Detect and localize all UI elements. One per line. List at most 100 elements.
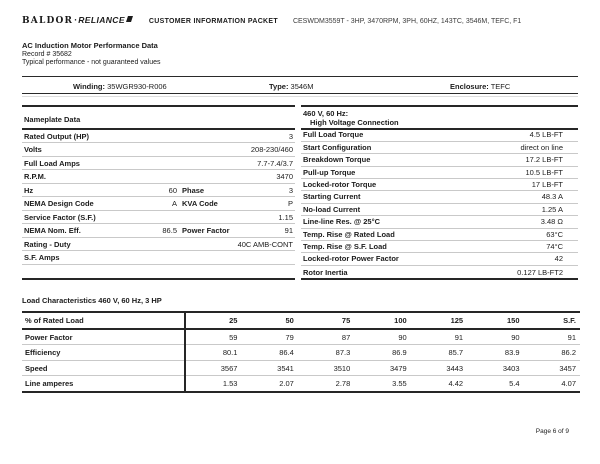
performance-note: Typical performance - not guaranteed val…: [22, 59, 161, 66]
table-row: Line-line Res. @ 25°C 3.48 Ω: [301, 216, 578, 229]
table-row: Efficiency 80.1 86.4 87.3 86.9 85.7 83.9…: [22, 344, 580, 361]
row-label: Full Load Amps: [24, 158, 80, 168]
table-row: Volts 208-230/460: [22, 143, 295, 157]
cell: 4.42: [448, 379, 464, 389]
cell: 90: [354, 328, 411, 346]
winding-label: Winding:: [73, 81, 106, 91]
row-label: Temp. Rise @ S.F. Load: [303, 241, 387, 251]
row-label-2: KVA Code: [182, 199, 218, 208]
nameplate-header: Nameplate Data: [22, 107, 295, 130]
table-row: Temp. Rise @ S.F. Load 74°C: [301, 241, 578, 254]
row-label: No-load Current: [303, 204, 361, 214]
row-label: Efficiency: [22, 344, 186, 361]
row-label: S.F. Amps: [24, 253, 60, 262]
type-label: Type:: [269, 81, 289, 91]
enclosure-field: Enclosure: TEFC: [450, 82, 510, 91]
row-value: 48.3 A: [541, 192, 563, 202]
baldor-reliance-logo: BALDOR · RELIANCE: [22, 15, 133, 26]
cell: 86.4: [241, 344, 298, 361]
row-label: Start Configuration: [303, 142, 372, 152]
row-value-2: 40C AMB-CONT: [237, 239, 293, 249]
packet-label: CUSTOMER INFORMATION PACKET: [148, 18, 278, 25]
row-value: 86.5: [162, 226, 177, 235]
cell: 87.3: [297, 344, 355, 361]
cell: 86.9: [354, 344, 411, 361]
cell: 4.07: [561, 379, 576, 389]
type-value: 3546M: [290, 81, 314, 91]
enclosure-value: TEFC: [490, 81, 511, 91]
row-label: Service Factor (S.F.): [24, 212, 96, 222]
table-row: Full Load Amps 7.7-7.4/3.7: [22, 157, 295, 170]
table-row: Rated Output (HP) 3: [22, 130, 295, 143]
row-value: direct on line: [520, 142, 563, 152]
table-row: Locked-rotor Torque 17 LB-FT: [301, 179, 578, 192]
type-field: Type: 3546M: [269, 82, 313, 91]
row-value-2: 91: [284, 226, 293, 235]
row-label: R.P.M.: [24, 172, 46, 181]
table-header-row: % of Rated Load 25 50 75 100 125 150 S.F…: [22, 312, 580, 330]
column-header: 75: [297, 312, 355, 330]
cell: 3541: [241, 360, 298, 377]
row-value: A: [171, 199, 177, 208]
table-row: Hz 60 Phase 3: [22, 184, 295, 197]
row-value-2: P: [287, 199, 293, 208]
cell: 91: [410, 328, 468, 346]
row-value-2: 1.15: [278, 212, 293, 222]
load-characteristics-title: Load Characteristics 460 V, 60 Hz, 3 HP: [22, 296, 162, 306]
cell: 83.9: [467, 344, 524, 361]
cell: 3.55: [392, 379, 407, 389]
column-header: S.F.: [523, 312, 580, 330]
page-title: AC Induction Motor Performance Data: [22, 41, 158, 50]
nameplate-table: Nameplate Data Rated Output (HP) 3 Volts 2…: [22, 104, 295, 281]
row-label: Locked-rotor Power Factor: [303, 254, 399, 264]
row-value: 0.127 LB-FT2: [517, 267, 563, 277]
row-label: Rating - Duty: [24, 239, 71, 249]
row-value: 17.2 LB-FT: [525, 155, 563, 165]
cell: 3443: [410, 360, 468, 377]
cell: 80.1: [185, 344, 242, 361]
table-row: S.F. Amps: [22, 251, 295, 265]
record-number: Record # 35682: [22, 50, 72, 58]
winding-field: Winding: 35WGR930-R006: [73, 82, 167, 91]
table-row: Pull-up Torque 10.5 LB-FT: [301, 167, 578, 180]
cell: 87: [297, 328, 355, 346]
row-label: Starting Current: [303, 192, 361, 202]
motor-spec-line: CESWDM3559T - 3HP, 3470RPM, 3PH, 60HZ, 1…: [292, 18, 522, 25]
row-label: Line-line Res. @ 25°C: [303, 217, 380, 227]
page-number: Page 6 of 9: [535, 428, 569, 435]
load-characteristics-table: % of Rated Load 25 50 75 100 125 150 S.F…: [22, 311, 580, 393]
table-row: Locked-rotor Power Factor 42: [301, 253, 578, 266]
row-label: Rotor Inertia: [303, 267, 348, 277]
row-label: Volts: [24, 145, 42, 154]
row-label: Temp. Rise @ Rated Load: [303, 229, 395, 239]
row-value: 17 LB-FT: [531, 179, 563, 189]
cell: 85.7: [410, 344, 468, 361]
table-row: R.P.M. 3470: [22, 170, 295, 184]
cell: 2.07: [279, 379, 294, 389]
column-header: 100: [354, 312, 411, 330]
title-block: AC Induction Motor Performance Data Reco…: [22, 41, 578, 68]
row-label: NEMA Nom. Eff.: [24, 226, 81, 235]
row-label-2: Power Factor: [182, 226, 230, 235]
cell: 3457: [523, 360, 580, 377]
table-row: Rotor Inertia 0.127 LB-FT2: [301, 266, 578, 278]
hv-header-line1: 460 V, 60 Hz:: [303, 109, 349, 118]
high-voltage-table: 460 V, 60 Hz: High Voltage Connection Fu…: [301, 104, 578, 281]
row-label-2: Phase: [182, 185, 205, 195]
row-label: Speed: [22, 360, 186, 377]
page-header: BALDOR · RELIANCE CUSTOMER INFORMATION P…: [22, 15, 578, 26]
row-label: Line amperes: [22, 375, 186, 392]
cell: 1.53: [222, 379, 238, 389]
row-value: 74°C: [546, 241, 563, 251]
row-value: 4.5 LB-FT: [529, 130, 563, 140]
row-label: Pull-up Torque: [303, 167, 356, 177]
column-header: 125: [410, 312, 468, 330]
load-characteristics-section: Load Characteristics 460 V, 60 Hz, 3 HP …: [22, 296, 580, 393]
enclosure-label: Enclosure:: [450, 81, 489, 91]
cell: 91: [523, 328, 580, 346]
reliance-flag-icon: [125, 16, 133, 22]
row-label: Rated Output (HP): [24, 131, 89, 141]
row-value-2: 208-230/460: [250, 145, 293, 154]
row-label: Locked-rotor Torque: [303, 179, 377, 189]
